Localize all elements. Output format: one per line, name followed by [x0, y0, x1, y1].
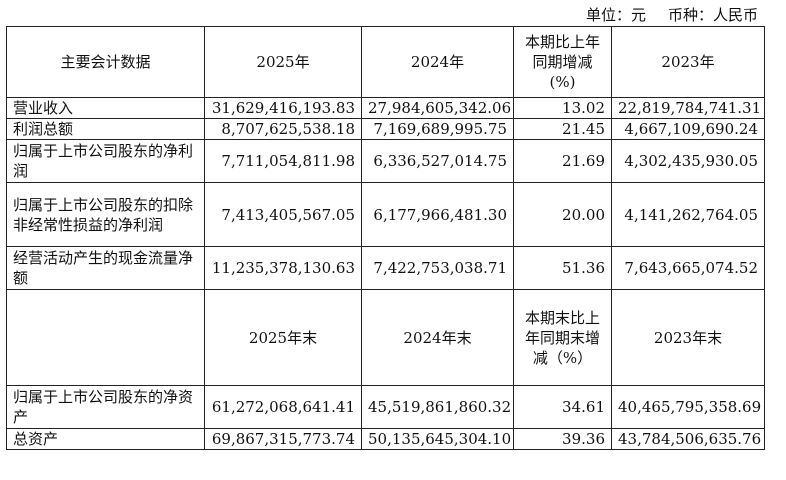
row-label: 经营活动产生的现金流量净额 [6, 246, 205, 290]
header-2024: 2024年 [361, 26, 514, 98]
cell-2024: 45,519,861,860.32 [361, 385, 514, 429]
table-row: 经营活动产生的现金流量净额 11,235,378,130.63 7,422,75… [6, 246, 765, 290]
cell-2024: 6,177,966,481.30 [361, 182, 514, 247]
table-header-row: 2025年末 2024年末 本期末比上年同期末增减（%） 2023年末 [6, 289, 765, 386]
cell-2024: 7,169,689,995.75 [361, 118, 514, 140]
row-label: 利润总额 [6, 118, 205, 140]
table-row: 利润总额 8,707,625,538.18 7,169,689,995.75 2… [6, 118, 765, 140]
cell-2023: 43,784,506,635.76 [611, 428, 765, 450]
cell-2024: 6,336,527,014.75 [361, 139, 514, 183]
cell-2024: 50,135,645,304.10 [361, 428, 514, 450]
table-row: 归属于上市公司股东的净资产 61,272,068,641.41 45,519,8… [6, 385, 765, 429]
header-indicator: 主要会计数据 [6, 26, 205, 98]
cell-2023: 4,667,109,690.24 [611, 118, 765, 140]
cell-2024: 7,422,753,038.71 [361, 246, 514, 290]
cell-2025: 7,413,405,567.05 [204, 182, 362, 247]
header-2023: 2023年 [611, 26, 765, 98]
cell-2025: 11,235,378,130.63 [204, 246, 362, 290]
cell-2024: 27,984,605,342.06 [361, 97, 514, 119]
row-label: 归属于上市公司股东的净资产 [6, 385, 205, 429]
cell-2025: 31,629,416,193.83 [204, 97, 362, 119]
cell-2025: 61,272,068,641.41 [204, 385, 362, 429]
row-label: 归属于上市公司股东的净利润 [6, 139, 205, 183]
cell-2023: 22,819,784,741.31 [611, 97, 765, 119]
table-header-row: 主要会计数据 2025年 2024年 本期比上年同期增减(%) 2023年 [6, 26, 765, 98]
cell-2023: 4,302,435,930.05 [611, 139, 765, 183]
header-indicator [6, 289, 205, 386]
table-row: 总资产 69,867,315,773.74 50,135,645,304.10 … [6, 428, 765, 450]
cell-2023: 4,141,262,764.05 [611, 182, 765, 247]
cell-2025: 7,711,054,811.98 [204, 139, 362, 183]
cell-change: 21.69 [513, 139, 612, 183]
table-row: 营业收入 31,629,416,193.83 27,984,605,342.06… [6, 97, 765, 119]
table-row: 归属于上市公司股东的扣除非经常性损益的净利润 7,413,405,567.05 … [6, 182, 765, 247]
header-2023-end: 2023年末 [611, 289, 765, 386]
cell-change: 21.45 [513, 118, 612, 140]
row-label: 营业收入 [6, 97, 205, 119]
cell-change: 34.61 [513, 385, 612, 429]
row-label: 总资产 [6, 428, 205, 450]
cell-2023: 7,643,665,074.52 [611, 246, 765, 290]
cell-change: 51.36 [513, 246, 612, 290]
unit-label: 单位：元 [585, 6, 646, 24]
currency-label: 币种：人民币 [667, 6, 758, 24]
cell-change: 13.02 [513, 97, 612, 119]
header-2024-end: 2024年末 [361, 289, 514, 386]
cell-change: 20.00 [513, 182, 612, 247]
header-2025: 2025年 [204, 26, 362, 98]
cell-2025: 8,707,625,538.18 [204, 118, 362, 140]
header-2025-end: 2025年末 [204, 289, 362, 386]
table-row: 归属于上市公司股东的净利润 7,711,054,811.98 6,336,527… [6, 139, 765, 183]
financial-data-table: 主要会计数据 2025年 2024年 本期比上年同期增减(%) 2023年 营业… [6, 26, 765, 450]
cell-2025: 69,867,315,773.74 [204, 428, 362, 450]
cell-2023: 40,465,795,358.69 [611, 385, 765, 429]
cell-change: 39.36 [513, 428, 612, 450]
header-change: 本期比上年同期增减(%) [513, 26, 612, 98]
unit-line: 单位：元 币种：人民币 [584, 4, 758, 25]
row-label: 归属于上市公司股东的扣除非经常性损益的净利润 [6, 182, 205, 247]
header-change-end: 本期末比上年同期末增减（%） [513, 289, 612, 386]
